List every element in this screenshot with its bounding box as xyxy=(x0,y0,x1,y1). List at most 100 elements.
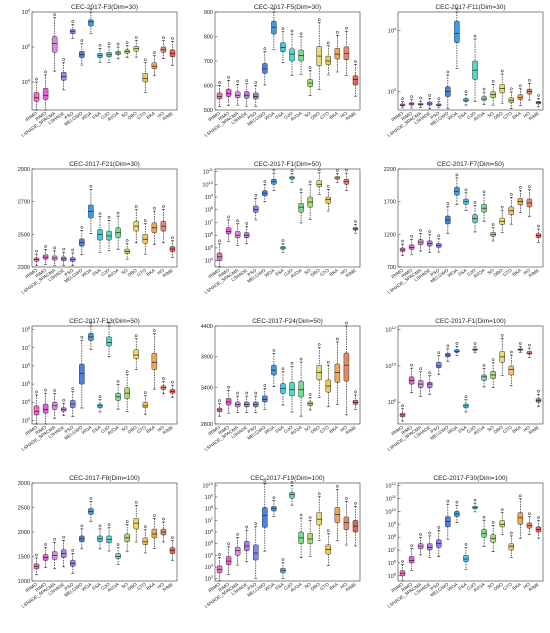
chart-panel: CEC-2017-F8(Dim=100) 1000 1500 2000 2500 3000… xyxy=(0,471,183,633)
x-tick-label: SO xyxy=(486,424,495,432)
plot-frame xyxy=(31,11,178,111)
box-dbo xyxy=(133,334,139,370)
box-ho xyxy=(343,321,350,416)
x-tick-label: GJO xyxy=(466,424,477,434)
x-tick-label: WOA xyxy=(81,267,94,278)
y-tick-label: 2500 xyxy=(18,506,30,512)
box-melgwo xyxy=(79,524,85,550)
x-tick-label: PSO xyxy=(247,110,258,120)
x-tick-label: SSA xyxy=(457,581,468,591)
x-tick-label: SSA xyxy=(91,267,102,277)
x-tick-label: BKA xyxy=(329,424,340,434)
x-tick-label: BKA xyxy=(329,267,340,277)
boxplot-svg: CEC-2017-F1(Dim=100) 108 1010 1012 IRIMORIMO… xyxy=(385,318,544,452)
box-woa xyxy=(454,173,460,205)
boxplot-svg: CEC-2017-F8(Dim=100) 1000 1500 2000 2500 3000… xyxy=(18,475,178,609)
y-tick-label: 105 xyxy=(22,43,31,52)
chart-title: CEC-2017-F7(Dim=50) xyxy=(437,161,504,168)
box-avoa xyxy=(481,515,487,547)
box-lshade_spacma xyxy=(51,13,58,72)
x-tick-label: RIMO xyxy=(217,110,230,121)
x-tick-label: HO xyxy=(522,110,531,118)
box-irimo xyxy=(399,404,406,422)
box-woa xyxy=(88,497,94,522)
x-tick-label: PSO xyxy=(430,424,441,434)
x-tick-label: BKA xyxy=(146,267,157,277)
x-tick-label: DBO xyxy=(310,424,321,434)
x-tick-label: PSO xyxy=(247,267,258,277)
box-rime xyxy=(535,224,542,243)
x-tick-label: IRIMO xyxy=(207,267,221,279)
x-tick-label: AVOA xyxy=(290,581,304,593)
box-woa xyxy=(454,341,460,356)
x-tick-label: HO xyxy=(339,267,348,275)
y-tick-label: 1010 xyxy=(385,507,396,516)
x-tick-label: GTO xyxy=(502,424,513,434)
box-so xyxy=(307,516,313,557)
plot-frame xyxy=(31,168,178,268)
box-ho xyxy=(526,512,533,535)
box-dbo xyxy=(499,205,505,233)
box-bka xyxy=(151,206,158,245)
y-tick-label: 2500 xyxy=(18,232,30,238)
x-tick-label: SSA xyxy=(274,424,285,434)
x-tick-label: SO xyxy=(120,581,129,589)
x-tick-label: GJO xyxy=(100,110,111,120)
box-melgwo xyxy=(262,47,268,86)
box-gto xyxy=(142,58,149,93)
box-ho xyxy=(160,517,167,543)
x-tick-label: WOA xyxy=(447,581,460,592)
y-tick-label: 104 xyxy=(205,551,214,560)
x-tick-label: GTO xyxy=(502,581,513,591)
box-irimo xyxy=(399,560,406,582)
x-tick-label: RIMO xyxy=(400,110,413,121)
box-melgwo xyxy=(262,479,268,552)
box-gto xyxy=(508,531,515,559)
y-tick-label: 108 xyxy=(205,205,214,214)
x-tick-label: PSO xyxy=(247,424,258,434)
box-irimo xyxy=(216,553,223,582)
chart-panel: CEC-2017-F1(Dim=50) 104 105 106 107 108 109 101… xyxy=(183,157,366,319)
box-rime xyxy=(535,94,542,108)
chart-title: CEC-2017-F30(Dim=100) xyxy=(433,475,507,482)
box-lshade xyxy=(426,531,433,559)
box-ho xyxy=(526,185,533,217)
box-so xyxy=(124,41,130,58)
x-tick-label: GTO xyxy=(136,581,147,591)
box-irimo xyxy=(33,390,40,425)
y-tick-label: 2200 xyxy=(384,167,396,173)
plot-frame xyxy=(397,325,544,425)
box-ssa xyxy=(280,558,286,579)
box-rime xyxy=(352,501,359,547)
box-melgwo xyxy=(79,39,85,66)
box-dbo xyxy=(316,18,322,90)
box-gto xyxy=(325,185,332,212)
box-gjo xyxy=(106,215,112,252)
x-tick-label: RIMO xyxy=(217,581,230,592)
box-rime xyxy=(169,536,176,561)
box-rimo xyxy=(408,234,415,256)
box-gto xyxy=(325,41,332,76)
x-tick-label: BKA xyxy=(146,581,157,591)
x-tick-label: PSO xyxy=(430,110,441,120)
x-tick-label: BKA xyxy=(329,110,340,120)
y-tick-label: 1011 xyxy=(386,494,397,503)
boxplot-svg: CEC-2017-F7(Dim=50)700120017002200IRIMOR… xyxy=(384,161,544,295)
x-tick-label: DBO xyxy=(493,267,504,277)
boxplot-svg: CEC-2017-F21(Dim=30) 2300 2500 2700 2900 IRIM… xyxy=(18,161,178,295)
box-ho xyxy=(160,205,167,244)
x-tick-label: PSO xyxy=(430,267,441,277)
x-tick-label: GTO xyxy=(136,424,147,434)
x-tick-label: IRIMO xyxy=(24,424,38,436)
y-tick-label: 109 xyxy=(205,193,214,202)
x-tick-label: PSO xyxy=(64,581,75,591)
y-tick-label: 700 xyxy=(387,265,396,271)
x-tick-label: GJO xyxy=(100,267,111,277)
box-lshade xyxy=(243,79,250,107)
box-bka xyxy=(517,186,524,214)
box-rimo xyxy=(408,544,415,571)
y-tick-label: 1200 xyxy=(384,232,396,238)
chart-panel: CEC-2017-F24(Dim=50) 2800 3400 3900 4400 IRIM… xyxy=(183,314,366,476)
y-tick-label: 1700 xyxy=(384,200,396,206)
